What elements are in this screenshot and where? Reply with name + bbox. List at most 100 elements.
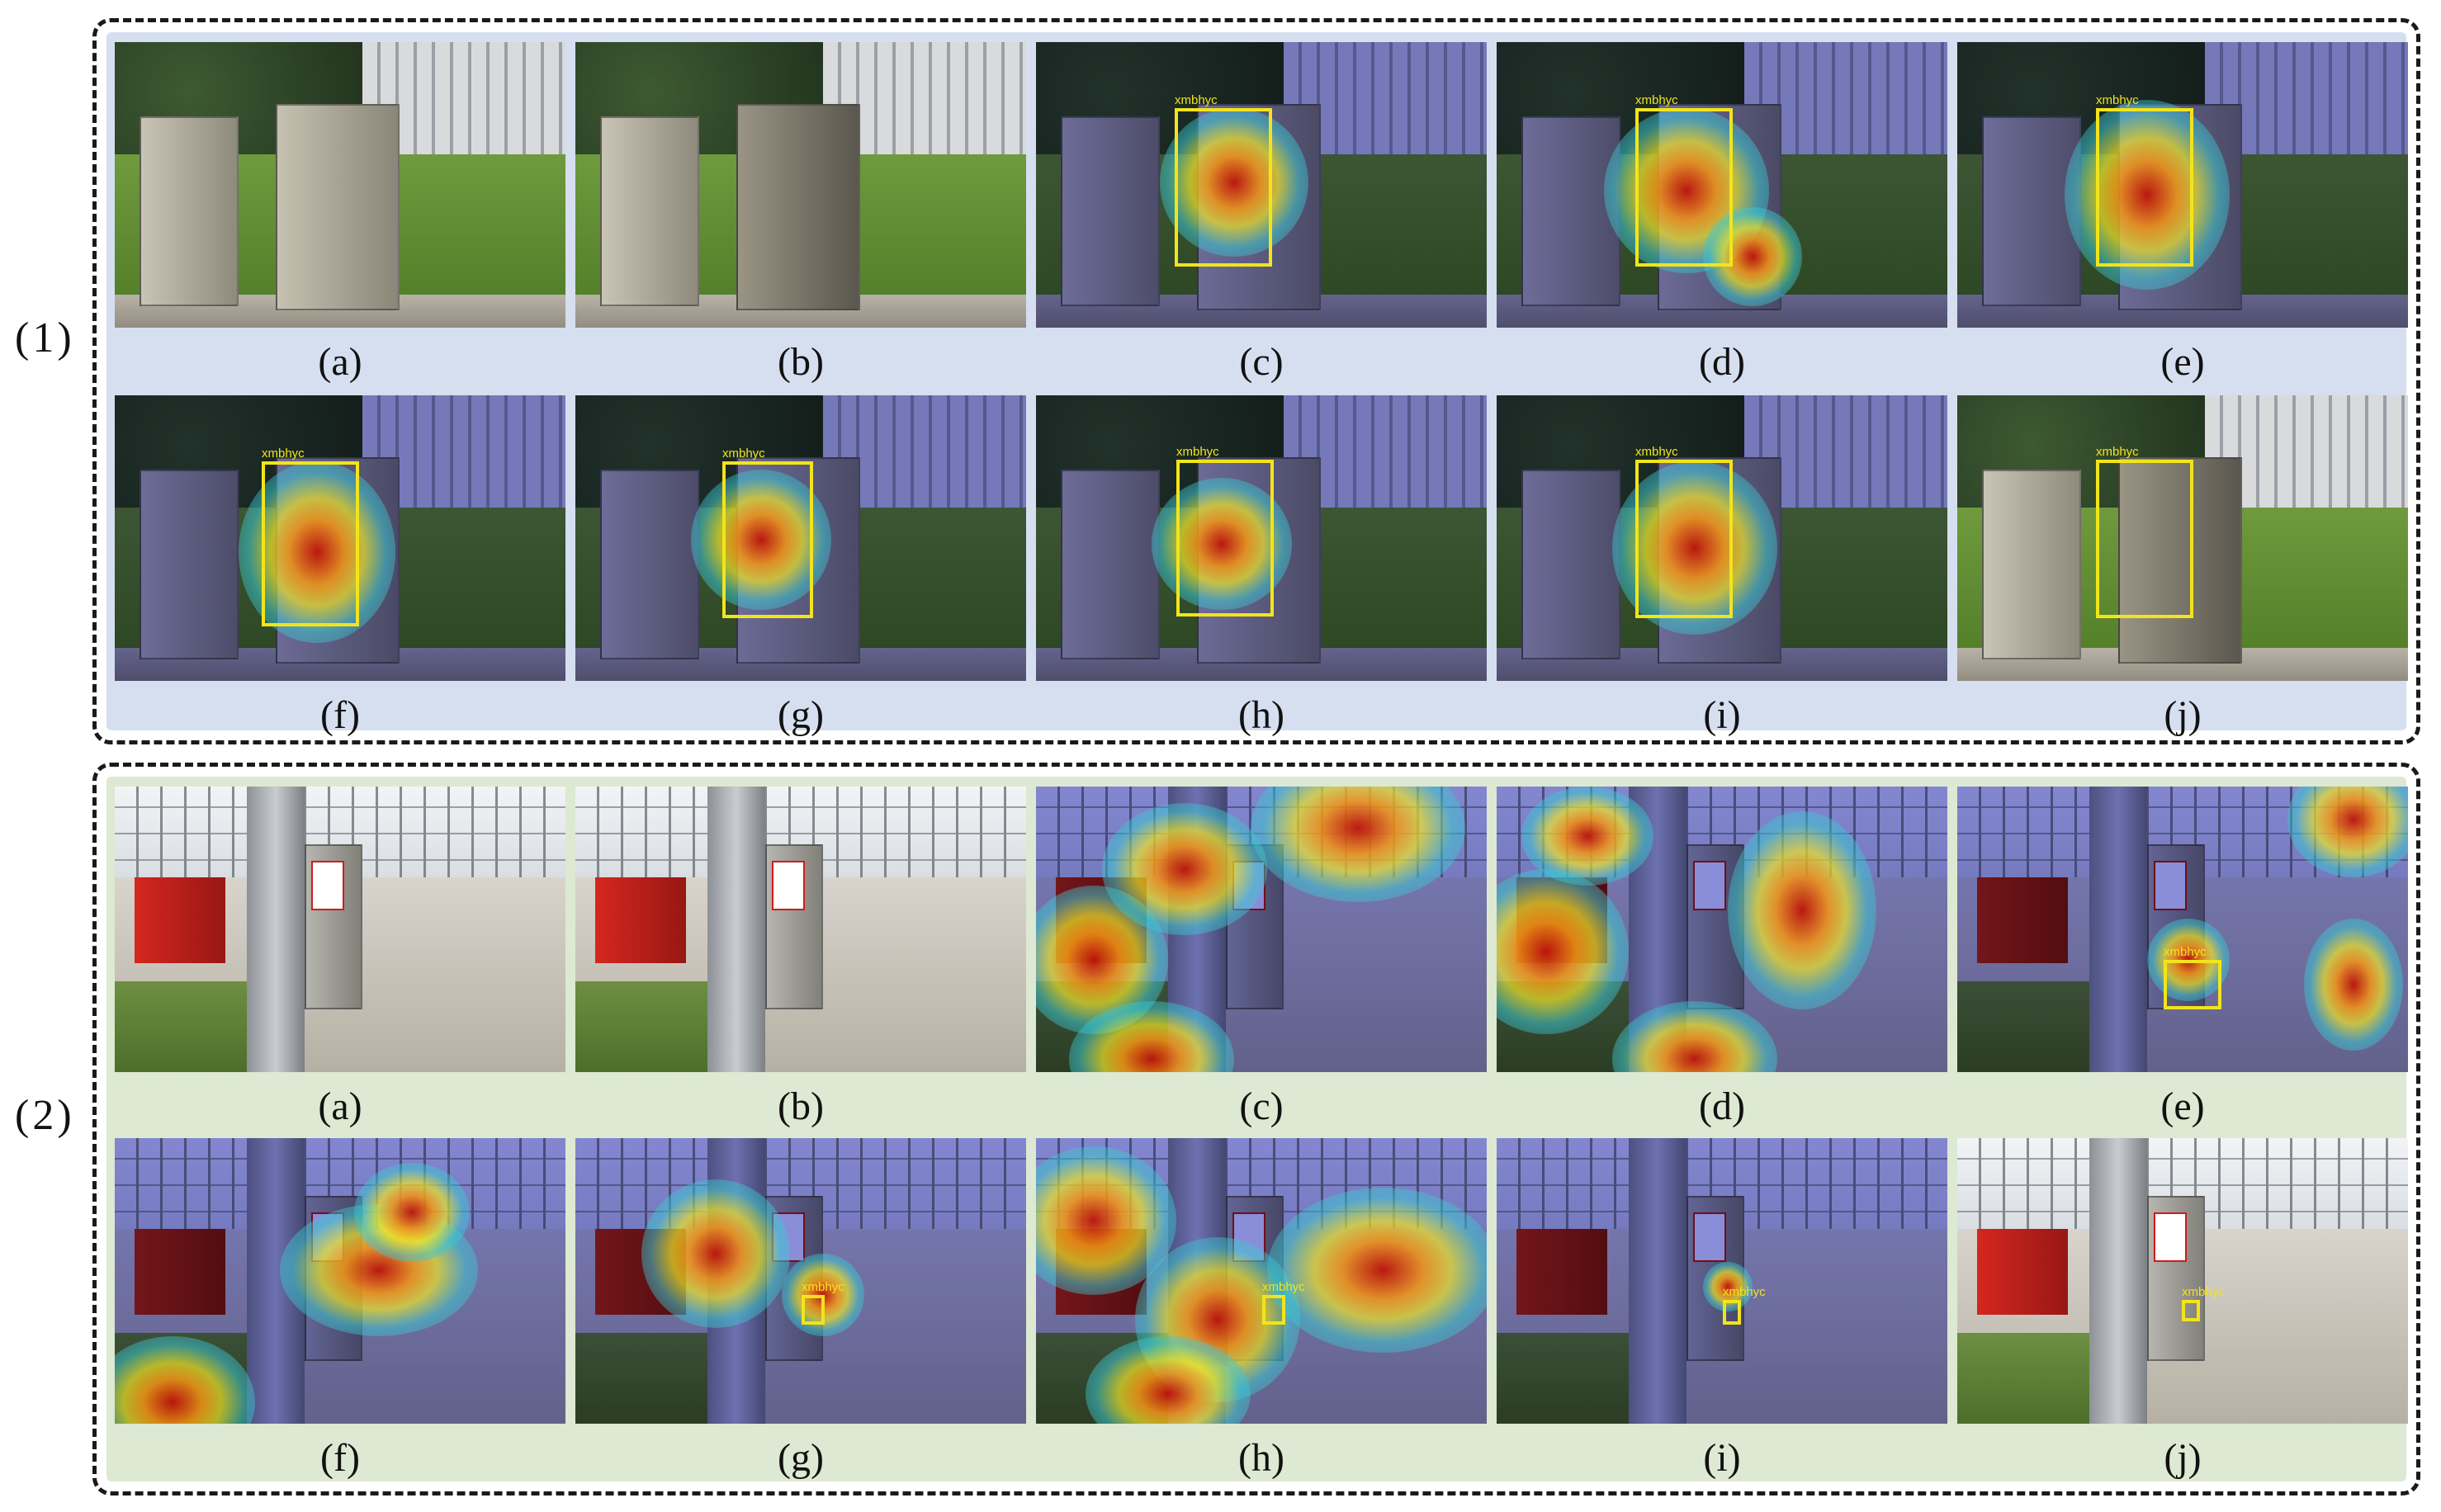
cabinet-left (1982, 470, 2081, 659)
detection-box (1175, 108, 1272, 267)
detection-label: xmbhyc (802, 1280, 844, 1294)
detection-box (2164, 960, 2221, 1009)
panel-cell: xmbhyc (j) (1957, 395, 2408, 737)
cabinet-right (736, 104, 860, 310)
panel-cell: (d) (1497, 787, 1947, 1128)
panel-caption: (c) (1239, 340, 1284, 384)
scene-image: xmbhyc (575, 395, 1026, 681)
scene-image: xmbhyc (1036, 1138, 1487, 1424)
panel-cell: (f) (115, 1138, 565, 1480)
scene-image (575, 787, 1026, 1072)
detection-box (1635, 108, 1733, 267)
detection-box (1262, 1295, 1285, 1325)
panel-cell: xmbhyc (f) (115, 395, 565, 737)
cabinet-left (140, 116, 239, 306)
panel-cell: (b) (575, 42, 1026, 384)
scene-image: xmbhyc (1497, 1138, 1947, 1424)
detection-box (2182, 1300, 2200, 1321)
panel-caption: (j) (2164, 1436, 2202, 1480)
cabinet-left (600, 116, 699, 306)
group-label-2: (2) (15, 1092, 75, 1139)
heat-spot (1267, 1188, 1487, 1353)
panel-cell: (b) (575, 787, 1026, 1128)
concrete-pole (707, 787, 765, 1072)
detection-label: xmbhyc (2096, 93, 2139, 107)
heat-spot (1152, 478, 1292, 610)
panel-cell: (a) (115, 42, 565, 384)
detection-label: xmbhyc (2096, 445, 2139, 459)
panel-caption: (f) (320, 693, 360, 737)
scene-image (575, 42, 1026, 328)
detection-box (262, 461, 359, 626)
group-label-1: (1) (15, 314, 75, 361)
panel-cell: xmbhyc (h) (1036, 1138, 1487, 1480)
heat-spot (691, 470, 831, 610)
detection-box (1723, 1300, 1741, 1325)
detection-label: xmbhyc (1175, 93, 1218, 107)
panel-caption: (i) (1703, 1436, 1741, 1480)
detection-box (2096, 108, 2193, 267)
panel-cell: xmbhyc (g) (575, 1138, 1026, 1480)
scene-image (115, 787, 565, 1072)
panel-cell: (a) (115, 787, 565, 1128)
scene-image: xmbhyc (115, 395, 565, 681)
detection-label: xmbhyc (722, 447, 765, 461)
cabinet-right (2118, 457, 2242, 664)
panel-cell: xmbhyc (h) (1036, 395, 1487, 737)
panel-caption: (b) (778, 340, 824, 384)
heat-spot (1102, 803, 1267, 935)
warning-sign (2154, 1212, 2187, 1262)
scene-image: xmbhyc (1957, 1138, 2408, 1424)
panel-caption: (g) (778, 1436, 824, 1480)
panel-cell: (c) (1036, 787, 1487, 1128)
panel-caption: (i) (1703, 693, 1741, 737)
heat-spot (1160, 108, 1308, 257)
detection-label: xmbhyc (2182, 1285, 2225, 1299)
warning-sign (772, 861, 805, 910)
detection-box (722, 461, 813, 618)
heat-spot (1612, 461, 1777, 635)
panel-caption: (c) (1239, 1084, 1284, 1128)
panel-caption: (a) (318, 1084, 362, 1128)
panel-caption: (a) (318, 340, 362, 384)
red-box (595, 877, 686, 963)
scene-image: xmbhyc (1497, 42, 1947, 328)
scene-image (115, 42, 565, 328)
scene-image: xmbhyc (575, 1138, 1026, 1424)
scene-image: xmbhyc (1036, 395, 1487, 681)
detection-box (2096, 460, 2193, 618)
scene-image (115, 1138, 565, 1424)
heat-spot (1703, 207, 1802, 306)
heat-spot (2304, 919, 2403, 1051)
detection-label: xmbhyc (262, 447, 305, 461)
scene-image: xmbhyc (1036, 42, 1487, 328)
red-box (135, 877, 225, 963)
heat-spot (641, 1179, 790, 1328)
concrete-pole (247, 787, 305, 1072)
warning-sign (311, 861, 344, 910)
panel-caption: (d) (1699, 1084, 1745, 1128)
scene-image: xmbhyc (1957, 395, 2408, 681)
panel-caption: (d) (1699, 340, 1745, 384)
scene-image: xmbhyc (1957, 787, 2408, 1072)
detection-label: xmbhyc (1635, 445, 1678, 459)
panel-caption: (e) (2160, 1084, 2205, 1128)
red-box (1977, 1229, 2068, 1315)
panel-cell: xmbhyc (i) (1497, 395, 1947, 737)
panel-cell: xmbhyc (e) (1957, 42, 2408, 384)
panel-cell: xmbhyc (j) (1957, 1138, 2408, 1480)
heat-spot (1703, 1262, 1753, 1311)
heat-spot (1497, 869, 1629, 1034)
panel-cell: xmbhyc (e) (1957, 787, 2408, 1128)
panel-cell: xmbhyc (g) (575, 395, 1026, 737)
detection-box (802, 1295, 825, 1325)
scene-image: xmbhyc (1497, 395, 1947, 681)
panel-caption: (g) (778, 693, 824, 737)
detection-label: xmbhyc (1262, 1280, 1305, 1294)
panel-cell: xmbhyc (d) (1497, 42, 1947, 384)
heat-spot (2065, 100, 2230, 290)
detection-box (1176, 460, 1274, 617)
heat-spot (1251, 787, 1465, 902)
heat-spot (1728, 811, 1876, 1009)
scene-image (1036, 787, 1487, 1072)
